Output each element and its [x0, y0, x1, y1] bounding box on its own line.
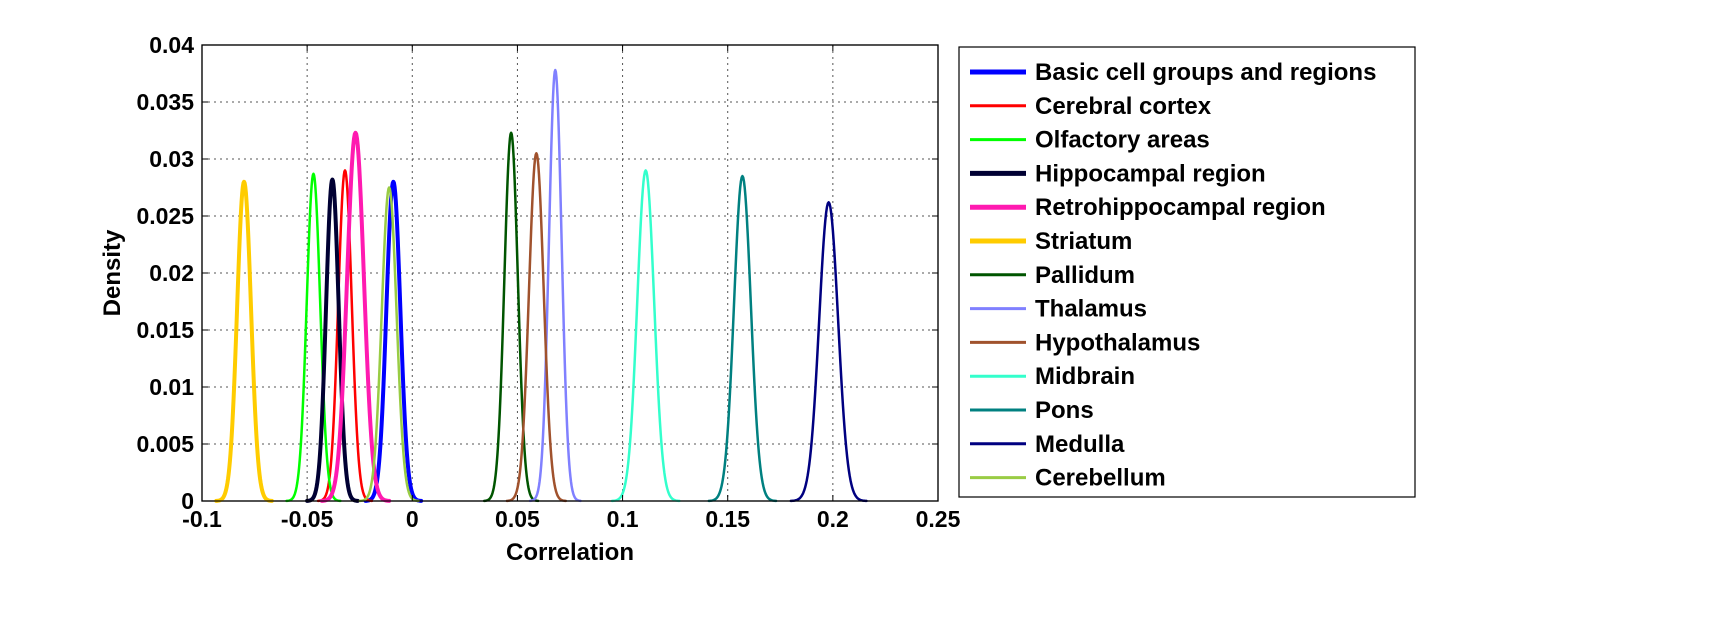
legend-entry-label: Medulla — [1035, 431, 1125, 458]
legend-entry-label: Cerebral cortex — [1035, 93, 1212, 120]
y-tick-label: 0 — [181, 488, 194, 514]
y-tick-label: 0.035 — [136, 89, 194, 115]
y-axis: 0 0.005 0.01 0.015 0.02 0.025 0.03 0.035 0.04 — [136, 32, 938, 514]
legend-entry-label: Pons — [1035, 397, 1094, 424]
legend-entry-label: Retrohippocampal region — [1035, 194, 1326, 221]
x-axis: -0.1 -0.05 0 0.05 0.1 0.15 0.2 0.25 — [182, 45, 961, 532]
y-tick-label: 0.015 — [136, 317, 194, 343]
series-curve-1 — [316, 169, 374, 503]
legend-entry-label: Pallidum — [1035, 262, 1135, 289]
series-curve-12 — [358, 186, 420, 503]
y-tick-label: 0.005 — [136, 431, 194, 457]
y-tick-label: 0.025 — [136, 203, 194, 229]
series-curve-5 — [214, 179, 274, 503]
legend: Basic cell groups and regions Cerebral co… — [958, 46, 1416, 498]
legend-entry-label: Basic cell groups and regions — [1035, 59, 1376, 86]
series-curve-9 — [610, 169, 681, 503]
x-tick-label: 0.25 — [916, 506, 961, 532]
x-tick-label: 0 — [406, 506, 419, 532]
x-tick-label: 0.2 — [817, 506, 849, 532]
x-tick-label: -0.1 — [182, 506, 222, 532]
legend-entry-label: Midbrain — [1035, 363, 1135, 390]
x-tick-label: 0.05 — [495, 506, 540, 532]
plot-area — [201, 44, 939, 503]
series-curve-7 — [528, 68, 582, 503]
series-curve-6 — [482, 131, 540, 503]
legend-entry-label: Striatum — [1035, 228, 1132, 255]
legend-entry-label: Olfactory areas — [1035, 127, 1210, 154]
series-curve-0 — [363, 179, 424, 503]
x-axis-label: Correlation — [506, 539, 634, 566]
x-tick-label: 0.1 — [607, 506, 639, 532]
y-axis-label: Density — [99, 229, 126, 316]
legend-entry-label: Hypothalamus — [1035, 329, 1200, 356]
series-curve-8 — [505, 152, 568, 503]
series-curve-11 — [789, 201, 868, 503]
legend-entry-label: Cerebellum — [1035, 465, 1166, 492]
y-tick-label: 0.04 — [149, 32, 194, 58]
series-curve-3 — [305, 177, 360, 503]
legend-entry-label: Thalamus — [1035, 296, 1147, 323]
legend-frame — [958, 46, 1416, 498]
series-curve-10 — [707, 174, 778, 503]
y-tick-label: 0.02 — [149, 260, 194, 286]
y-tick-label: 0.01 — [149, 374, 194, 400]
x-tick-label: -0.05 — [281, 506, 334, 532]
y-tick-label: 0.03 — [149, 146, 194, 172]
x-tick-label: 0.15 — [705, 506, 750, 532]
legend-entry-label: Hippocampal region — [1035, 160, 1266, 187]
series-curve-4 — [319, 130, 392, 503]
